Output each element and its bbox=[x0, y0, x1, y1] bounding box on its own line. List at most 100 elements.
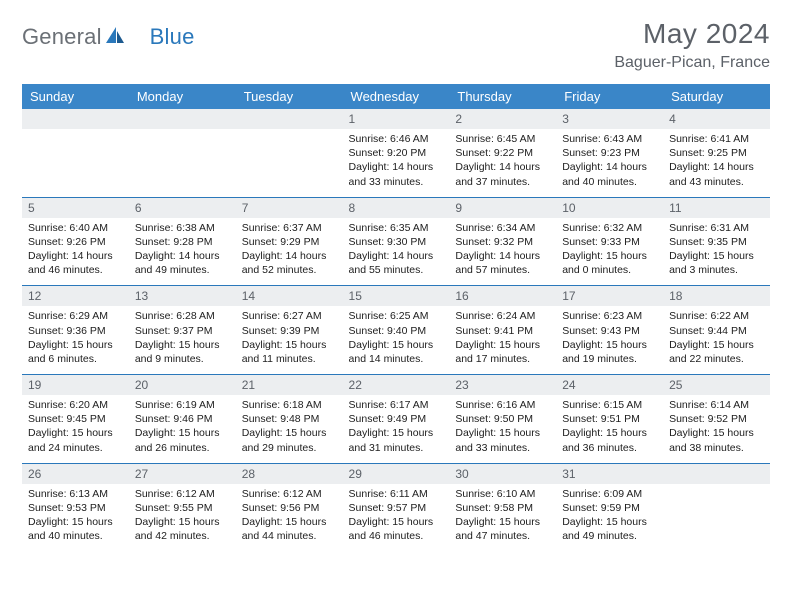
day-body: Sunrise: 6:12 AMSunset: 9:55 PMDaylight:… bbox=[129, 484, 236, 552]
calendar-day-cell bbox=[22, 109, 129, 197]
calendar-table: Sunday Monday Tuesday Wednesday Thursday… bbox=[22, 84, 770, 551]
calendar-day-cell: 11Sunrise: 6:31 AMSunset: 9:35 PMDayligh… bbox=[663, 197, 770, 286]
day-body-empty bbox=[22, 129, 129, 179]
calendar-day-cell: 1Sunrise: 6:46 AMSunset: 9:20 PMDaylight… bbox=[343, 109, 450, 197]
day-number: 31 bbox=[556, 464, 663, 484]
weekday-header-row: Sunday Monday Tuesday Wednesday Thursday… bbox=[22, 84, 770, 109]
day-number: 15 bbox=[343, 286, 450, 306]
calendar-week-row: 26Sunrise: 6:13 AMSunset: 9:53 PMDayligh… bbox=[22, 463, 770, 551]
day-number: 25 bbox=[663, 375, 770, 395]
calendar-day-cell: 22Sunrise: 6:17 AMSunset: 9:49 PMDayligh… bbox=[343, 375, 450, 464]
day-body: Sunrise: 6:17 AMSunset: 9:49 PMDaylight:… bbox=[343, 395, 450, 463]
day-number: 18 bbox=[663, 286, 770, 306]
day-body: Sunrise: 6:24 AMSunset: 9:41 PMDaylight:… bbox=[449, 306, 556, 374]
day-body: Sunrise: 6:46 AMSunset: 9:20 PMDaylight:… bbox=[343, 129, 450, 197]
calendar-day-cell: 5Sunrise: 6:40 AMSunset: 9:26 PMDaylight… bbox=[22, 197, 129, 286]
weekday-header: Tuesday bbox=[236, 84, 343, 109]
day-number: 17 bbox=[556, 286, 663, 306]
brand-logo: General Blue bbox=[22, 24, 195, 50]
calendar-day-cell: 3Sunrise: 6:43 AMSunset: 9:23 PMDaylight… bbox=[556, 109, 663, 197]
sail-icon bbox=[104, 25, 126, 50]
header: General Blue May 2024 Baguer-Pican, Fran… bbox=[22, 18, 770, 72]
calendar-day-cell: 24Sunrise: 6:15 AMSunset: 9:51 PMDayligh… bbox=[556, 375, 663, 464]
calendar-day-cell: 8Sunrise: 6:35 AMSunset: 9:30 PMDaylight… bbox=[343, 197, 450, 286]
day-number: 5 bbox=[22, 198, 129, 218]
calendar-day-cell: 4Sunrise: 6:41 AMSunset: 9:25 PMDaylight… bbox=[663, 109, 770, 197]
day-number: 23 bbox=[449, 375, 556, 395]
day-body: Sunrise: 6:12 AMSunset: 9:56 PMDaylight:… bbox=[236, 484, 343, 552]
day-body: Sunrise: 6:37 AMSunset: 9:29 PMDaylight:… bbox=[236, 218, 343, 286]
day-number: 27 bbox=[129, 464, 236, 484]
calendar-page: General Blue May 2024 Baguer-Pican, Fran… bbox=[0, 0, 792, 561]
day-body: Sunrise: 6:13 AMSunset: 9:53 PMDaylight:… bbox=[22, 484, 129, 552]
location: Baguer-Pican, France bbox=[614, 54, 770, 72]
day-number: 13 bbox=[129, 286, 236, 306]
brand-part1: General bbox=[22, 24, 102, 50]
day-number-empty bbox=[129, 109, 236, 129]
calendar-day-cell: 7Sunrise: 6:37 AMSunset: 9:29 PMDaylight… bbox=[236, 197, 343, 286]
calendar-day-cell: 18Sunrise: 6:22 AMSunset: 9:44 PMDayligh… bbox=[663, 286, 770, 375]
calendar-day-cell: 2Sunrise: 6:45 AMSunset: 9:22 PMDaylight… bbox=[449, 109, 556, 197]
calendar-week-row: 19Sunrise: 6:20 AMSunset: 9:45 PMDayligh… bbox=[22, 375, 770, 464]
day-number: 24 bbox=[556, 375, 663, 395]
day-number: 29 bbox=[343, 464, 450, 484]
day-number: 19 bbox=[22, 375, 129, 395]
day-number: 4 bbox=[663, 109, 770, 129]
day-body: Sunrise: 6:40 AMSunset: 9:26 PMDaylight:… bbox=[22, 218, 129, 286]
calendar-week-row: 1Sunrise: 6:46 AMSunset: 9:20 PMDaylight… bbox=[22, 109, 770, 197]
day-number: 26 bbox=[22, 464, 129, 484]
day-number: 6 bbox=[129, 198, 236, 218]
day-number: 16 bbox=[449, 286, 556, 306]
weekday-header: Saturday bbox=[663, 84, 770, 109]
day-body-empty bbox=[129, 129, 236, 179]
calendar-day-cell: 14Sunrise: 6:27 AMSunset: 9:39 PMDayligh… bbox=[236, 286, 343, 375]
day-body: Sunrise: 6:41 AMSunset: 9:25 PMDaylight:… bbox=[663, 129, 770, 197]
day-number: 21 bbox=[236, 375, 343, 395]
day-number: 30 bbox=[449, 464, 556, 484]
day-body-empty bbox=[236, 129, 343, 179]
day-body: Sunrise: 6:14 AMSunset: 9:52 PMDaylight:… bbox=[663, 395, 770, 463]
day-number: 11 bbox=[663, 198, 770, 218]
day-body: Sunrise: 6:38 AMSunset: 9:28 PMDaylight:… bbox=[129, 218, 236, 286]
day-number: 10 bbox=[556, 198, 663, 218]
calendar-day-cell: 28Sunrise: 6:12 AMSunset: 9:56 PMDayligh… bbox=[236, 463, 343, 551]
day-body: Sunrise: 6:35 AMSunset: 9:30 PMDaylight:… bbox=[343, 218, 450, 286]
calendar-day-cell: 6Sunrise: 6:38 AMSunset: 9:28 PMDaylight… bbox=[129, 197, 236, 286]
day-body: Sunrise: 6:19 AMSunset: 9:46 PMDaylight:… bbox=[129, 395, 236, 463]
day-number: 9 bbox=[449, 198, 556, 218]
calendar-day-cell bbox=[129, 109, 236, 197]
calendar-day-cell: 21Sunrise: 6:18 AMSunset: 9:48 PMDayligh… bbox=[236, 375, 343, 464]
day-number-empty bbox=[236, 109, 343, 129]
day-body: Sunrise: 6:27 AMSunset: 9:39 PMDaylight:… bbox=[236, 306, 343, 374]
weekday-header: Friday bbox=[556, 84, 663, 109]
calendar-day-cell: 31Sunrise: 6:09 AMSunset: 9:59 PMDayligh… bbox=[556, 463, 663, 551]
title-block: May 2024 Baguer-Pican, France bbox=[614, 18, 770, 72]
day-number: 8 bbox=[343, 198, 450, 218]
calendar-day-cell: 10Sunrise: 6:32 AMSunset: 9:33 PMDayligh… bbox=[556, 197, 663, 286]
day-number: 2 bbox=[449, 109, 556, 129]
weekday-header: Thursday bbox=[449, 84, 556, 109]
brand-part2: Blue bbox=[150, 24, 195, 50]
day-number: 7 bbox=[236, 198, 343, 218]
day-body: Sunrise: 6:10 AMSunset: 9:58 PMDaylight:… bbox=[449, 484, 556, 552]
day-body: Sunrise: 6:43 AMSunset: 9:23 PMDaylight:… bbox=[556, 129, 663, 197]
day-body: Sunrise: 6:29 AMSunset: 9:36 PMDaylight:… bbox=[22, 306, 129, 374]
weekday-header: Sunday bbox=[22, 84, 129, 109]
day-body: Sunrise: 6:25 AMSunset: 9:40 PMDaylight:… bbox=[343, 306, 450, 374]
calendar-week-row: 5Sunrise: 6:40 AMSunset: 9:26 PMDaylight… bbox=[22, 197, 770, 286]
calendar-day-cell: 16Sunrise: 6:24 AMSunset: 9:41 PMDayligh… bbox=[449, 286, 556, 375]
calendar-day-cell: 17Sunrise: 6:23 AMSunset: 9:43 PMDayligh… bbox=[556, 286, 663, 375]
day-number: 20 bbox=[129, 375, 236, 395]
day-body: Sunrise: 6:22 AMSunset: 9:44 PMDaylight:… bbox=[663, 306, 770, 374]
calendar-day-cell bbox=[663, 463, 770, 551]
day-body-empty bbox=[663, 484, 770, 534]
calendar-week-row: 12Sunrise: 6:29 AMSunset: 9:36 PMDayligh… bbox=[22, 286, 770, 375]
day-body: Sunrise: 6:18 AMSunset: 9:48 PMDaylight:… bbox=[236, 395, 343, 463]
calendar-day-cell: 12Sunrise: 6:29 AMSunset: 9:36 PMDayligh… bbox=[22, 286, 129, 375]
day-number: 22 bbox=[343, 375, 450, 395]
calendar-day-cell: 23Sunrise: 6:16 AMSunset: 9:50 PMDayligh… bbox=[449, 375, 556, 464]
calendar-day-cell: 29Sunrise: 6:11 AMSunset: 9:57 PMDayligh… bbox=[343, 463, 450, 551]
day-number-empty bbox=[22, 109, 129, 129]
calendar-day-cell: 13Sunrise: 6:28 AMSunset: 9:37 PMDayligh… bbox=[129, 286, 236, 375]
day-number-empty bbox=[663, 464, 770, 484]
